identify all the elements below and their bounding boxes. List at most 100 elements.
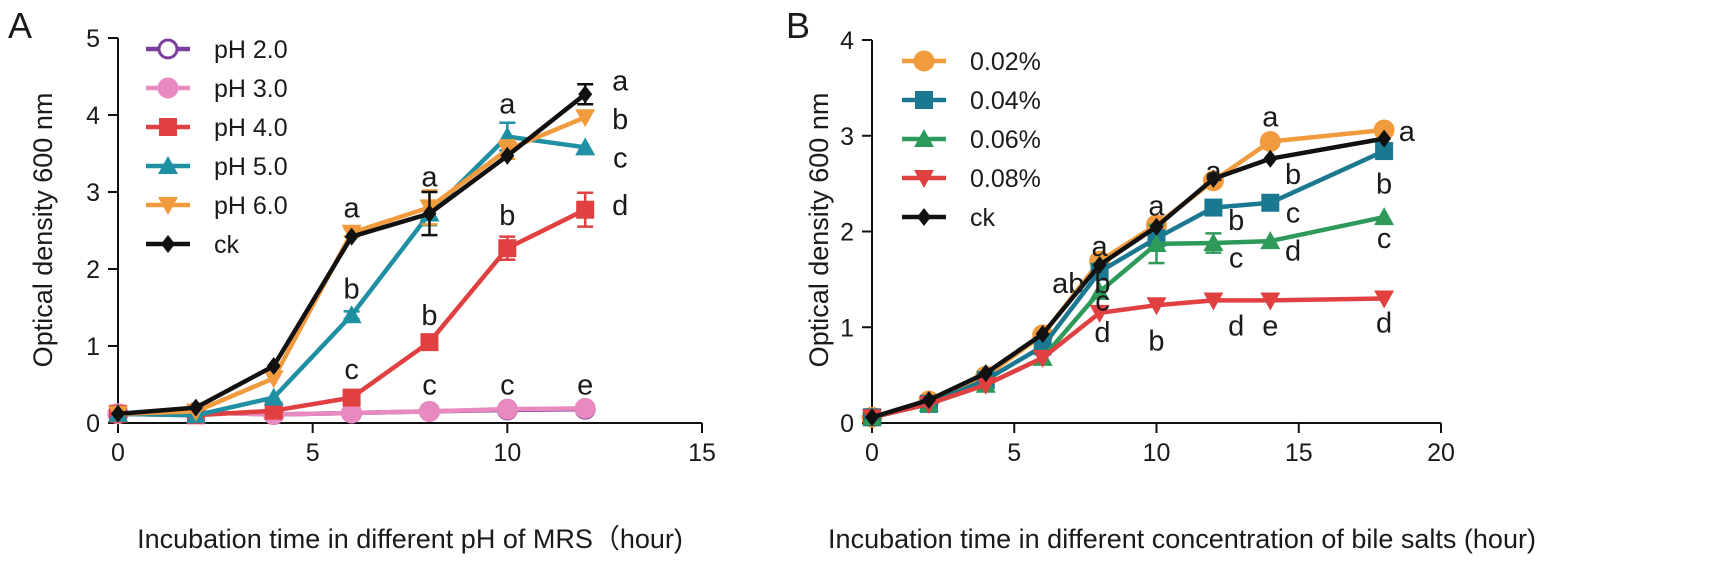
panel-b-significance-label: c (1286, 197, 1301, 229)
panel-a-legend-marker (158, 197, 178, 215)
panel-b-significance-label: a (1092, 231, 1109, 263)
panel-a-series-ck-point (422, 204, 437, 223)
panel-a-series-ph-4-0-point (264, 401, 283, 420)
panel-a-y-tick-label: 0 (86, 410, 100, 438)
panel-b-series-ck-point (1263, 149, 1278, 168)
panel-b-series-0-06-point (1146, 233, 1167, 252)
panel-a-significance-label: e (577, 370, 593, 402)
panel-b-series-ck-point (1092, 256, 1107, 275)
panel-a-y-tick-label: 1 (86, 333, 100, 361)
panel-b-significance-label: e (1262, 310, 1278, 342)
panel-a-legend-label: pH 4.0 (214, 114, 288, 142)
panel-b-significance-label: a (1148, 191, 1165, 223)
panel-a-legend-marker (157, 77, 179, 99)
panel-b-series-ck-point (1206, 169, 1221, 188)
panel-b-legend-entry: 0.02% (902, 48, 1041, 76)
panel-b-legend-marker (915, 91, 933, 109)
panel-b-legend-label: ck (970, 204, 996, 232)
panel-b-significance-label: a (1262, 102, 1279, 134)
panel-b-series-0-04-point (1261, 193, 1280, 212)
panel-b-series-ck-point (1149, 217, 1164, 236)
panel-a-significance-label: a (499, 88, 516, 120)
panel-b-series-0-08-point (1089, 304, 1110, 323)
panel-b-legend-marker (914, 129, 934, 147)
panel-b-y-tick-label: 2 (840, 219, 854, 247)
panel-b-legend-marker (914, 170, 934, 188)
panel-b-series-0-02 (861, 119, 1395, 428)
panel-b-series-0-04-point (1375, 142, 1394, 161)
panel-a-legend-label: pH 2.0 (214, 36, 288, 64)
panel-b-series-0-06-point (1089, 281, 1110, 300)
panel-a-y-tick-label: 2 (86, 256, 100, 284)
panel-a-legend-label: ck (214, 231, 240, 259)
panel-a-legend-marker (158, 156, 178, 174)
panel-a-significance-label: a (612, 65, 629, 97)
panel-a-series-ck-point (188, 398, 203, 417)
panel-a-significance-label: b (612, 104, 628, 136)
panel-a-series-ph-5-0-point (575, 137, 596, 156)
panel-b-significance-label: b (1285, 159, 1301, 191)
panel-b-series-0-06-point (1374, 207, 1395, 226)
panel-b-legend-label: 0.02% (970, 48, 1041, 76)
panel-b-significance-label: a (1399, 116, 1416, 148)
panel-a-significance-label: b (344, 273, 360, 305)
panel-a-series-ph-3-0-point (341, 402, 363, 424)
panel-a-series-ck-point (578, 85, 593, 104)
panel-b-significance-label: b (1228, 205, 1244, 237)
panel-b-legend-marker (917, 208, 931, 226)
panel-b-x-axis-label: Incubation time in different concentrati… (828, 524, 1536, 554)
panel-b-significance-label: d (1376, 307, 1392, 339)
panel-b-y-tick-label: 0 (840, 410, 854, 438)
panel-a-significance-label: a (344, 192, 361, 224)
panel-b-significance-label: b (1148, 326, 1164, 358)
panel-b-significance-label: a (1205, 156, 1222, 188)
panel-b-series-ck (865, 129, 1392, 427)
panel-a-series-ck-point (266, 357, 281, 376)
panel-a-series-ph-3-0-point (496, 398, 518, 420)
panel-b-series-0-06-point (1260, 231, 1281, 250)
panel-b-series-0-04-line (871, 149, 1386, 420)
panel-a-legend-entry: pH 3.0 (146, 75, 288, 103)
panel-a-legend-entry: pH 5.0 (146, 153, 288, 181)
panel-b-legend-entry: ck (902, 204, 996, 232)
panel-b-series-0-04-point (1204, 198, 1223, 217)
panel-b-x-tick-label: 10 (1143, 439, 1171, 467)
panel-a-y-axis-label: Optical density 600 nm (28, 93, 58, 368)
panel-b-significance-label: ab (1052, 268, 1084, 300)
panel-a-series-ph-3-0-point (574, 397, 596, 419)
panel-a-x-tick-label: 5 (306, 439, 320, 467)
panel-a-series-ck (111, 82, 594, 423)
panel-a-series-ph-4-0-point (576, 200, 595, 219)
panel-b-legend-label: 0.06% (970, 126, 1041, 154)
panel-a-x-tick-label: 15 (688, 439, 716, 467)
panel-b-significance-label: d (1285, 236, 1301, 268)
panel-b-series-0-08-point (1032, 349, 1053, 368)
panel-a-series-ph-5-0-point (341, 305, 362, 324)
panel-a-y-tick-label: 3 (86, 179, 100, 207)
panel-a-significance-label: c (613, 142, 628, 174)
panel-b-label: B (786, 5, 810, 46)
panel-a-y-tick-label: 4 (86, 102, 100, 130)
panel-b-series-0-06-point (1203, 232, 1224, 251)
panel-b-legend-label: 0.08% (970, 165, 1041, 193)
panel-a-series-ck-point (500, 146, 515, 165)
panel-a-series-ph-6-0-point (263, 370, 284, 389)
panel-b-series-ck-point (1035, 324, 1050, 343)
panel-a-x-tick-label: 10 (493, 439, 521, 467)
panel-a-legend-entry: pH 6.0 (146, 192, 288, 220)
panel-a-significance-label: c (422, 370, 437, 402)
panel-b-x-tick-label: 15 (1285, 439, 1313, 467)
panel-a-legend-marker (159, 118, 177, 136)
panel-b-series-0-08-point (1146, 297, 1167, 316)
panel-b-y-axis-label: Optical density 600 nm (804, 93, 834, 368)
panel-b-series-0-08-line (871, 296, 1385, 420)
panel-a-series-ph-5-0-point (263, 387, 284, 406)
panel-a-y-tick-label: 5 (86, 25, 100, 53)
panel-b-legend-entry: 0.04% (902, 87, 1041, 115)
panel-b-series-0-08-point (1374, 290, 1395, 309)
panel-b-significance-label: d (1228, 310, 1244, 342)
panel-b-series-0-08 (862, 290, 1395, 428)
panel-b-series-ck-point (865, 408, 879, 427)
panel-b-significance-label: c (1095, 285, 1110, 317)
